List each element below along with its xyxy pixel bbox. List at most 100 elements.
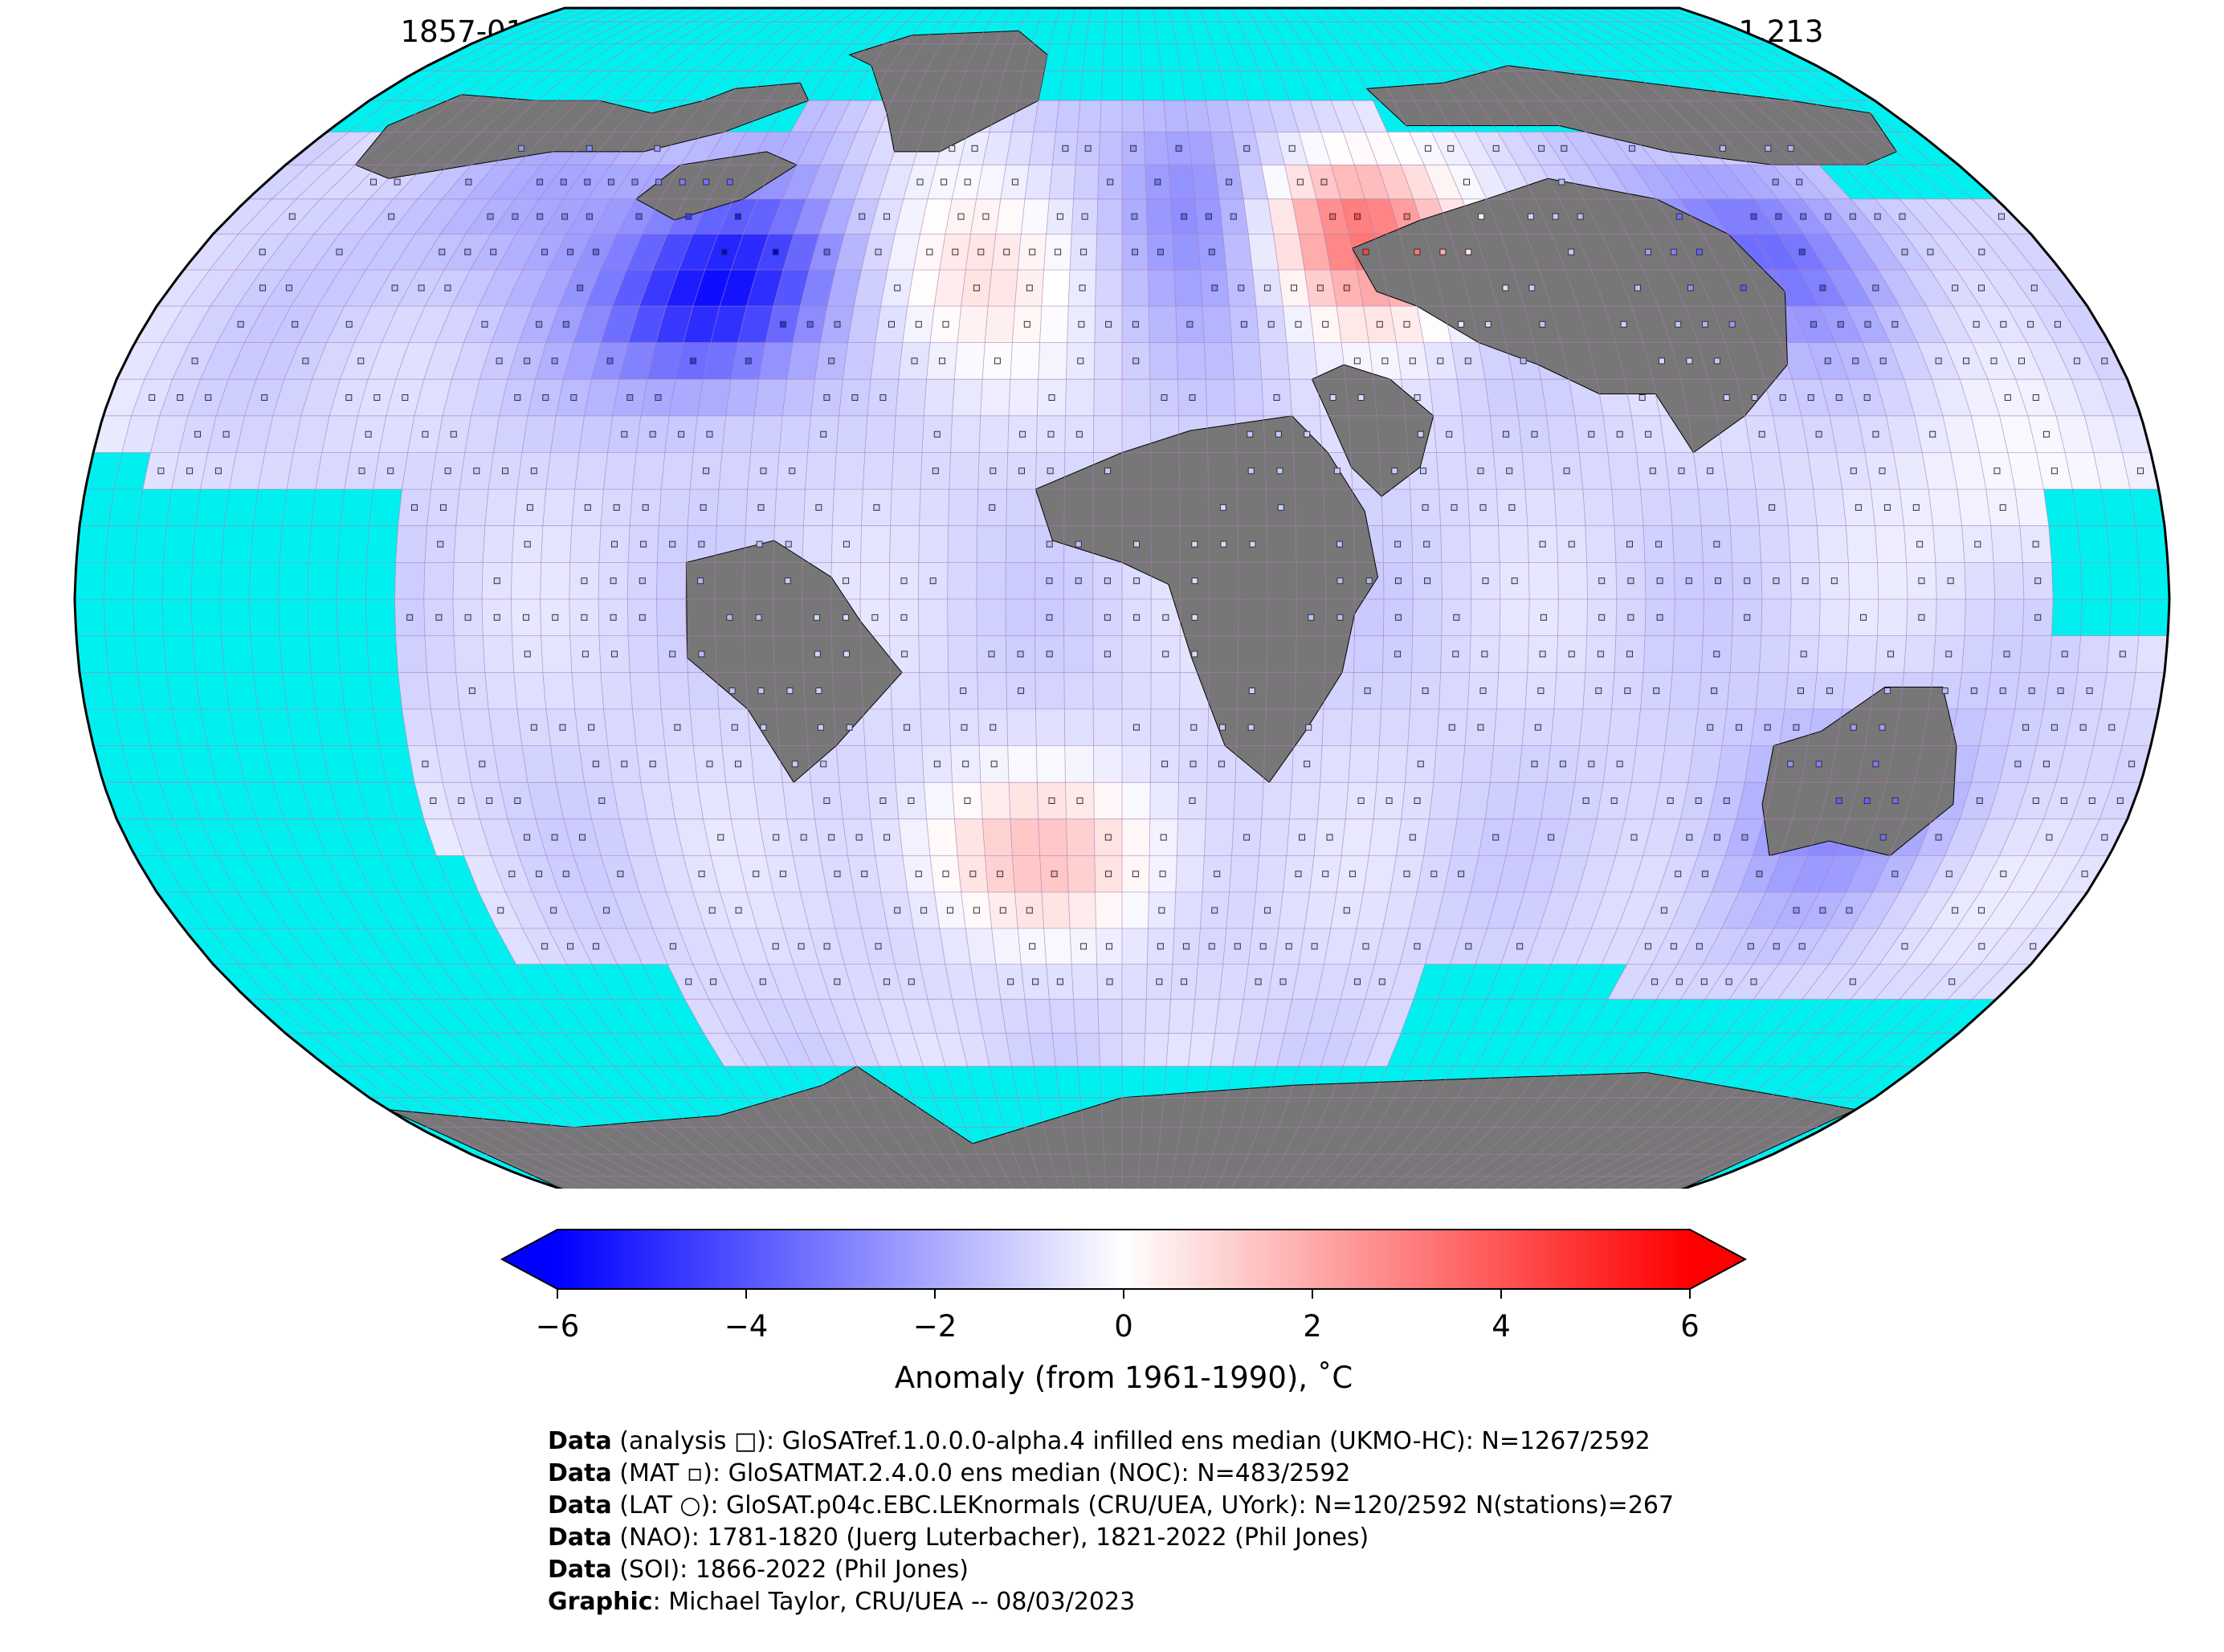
anomaly-cell xyxy=(1007,745,1038,783)
anomaly-cell xyxy=(920,964,953,1000)
observation-marker xyxy=(288,213,296,220)
anomaly-cell xyxy=(312,342,354,380)
observation-marker xyxy=(2116,797,2124,804)
anomaly-cell xyxy=(659,489,691,526)
anomaly-cell xyxy=(569,525,601,563)
anomaly-cell xyxy=(1703,599,1733,636)
observation-marker xyxy=(1365,577,1373,585)
observation-marker xyxy=(1750,213,1757,220)
credit-label: Data xyxy=(548,1524,612,1552)
observation-marker xyxy=(960,687,967,695)
observation-marker xyxy=(875,248,882,255)
observation-marker xyxy=(1391,467,1398,475)
observation-marker xyxy=(487,213,494,220)
anomaly-cell xyxy=(288,198,345,235)
observation-marker xyxy=(2046,834,2053,841)
observation-marker xyxy=(1700,978,1708,985)
anomaly-cell xyxy=(1611,489,1643,526)
anomaly-cell xyxy=(692,198,734,235)
observation-marker xyxy=(1205,213,1212,220)
observation-marker xyxy=(1793,724,1800,731)
observation-marker xyxy=(1046,614,1053,621)
anomaly-cell xyxy=(490,165,541,199)
observation-marker xyxy=(1723,394,1730,401)
anomaly-cell xyxy=(228,342,272,380)
observation-marker xyxy=(2101,834,2108,841)
observation-marker xyxy=(843,614,850,621)
anomaly-cell xyxy=(774,489,806,526)
anomaly-cell xyxy=(1122,999,1147,1034)
anomaly-cell xyxy=(1493,708,1525,746)
observation-marker xyxy=(1765,145,1772,152)
observation-marker xyxy=(1273,394,1280,401)
anomaly-cell xyxy=(1146,198,1173,235)
anomaly-cell xyxy=(317,270,366,307)
credit-label: Data xyxy=(548,1491,612,1519)
anomaly-cell xyxy=(926,818,958,856)
anomaly-cell xyxy=(889,525,920,563)
observation-marker xyxy=(1394,614,1402,621)
anomaly-cell xyxy=(1932,525,1965,563)
anomaly-cell xyxy=(1944,818,1988,856)
anomaly-cell xyxy=(864,745,896,783)
anomaly-cell xyxy=(1122,415,1151,453)
anomaly-cell xyxy=(300,379,341,416)
anomaly-cell xyxy=(2084,745,2123,783)
anomaly-cell xyxy=(720,270,757,307)
anomaly-cell xyxy=(982,132,1012,165)
observation-marker xyxy=(1479,504,1487,511)
anomaly-cell xyxy=(2112,415,2151,453)
anomaly-cell xyxy=(1191,999,1219,1034)
observation-marker xyxy=(2032,797,2039,804)
anomaly-cell xyxy=(1980,928,2035,965)
observation-marker xyxy=(577,284,584,292)
observation-marker xyxy=(703,467,710,475)
anomaly-cell xyxy=(1247,100,1277,133)
observation-marker xyxy=(292,320,299,328)
observation-marker xyxy=(669,651,676,658)
credit-line: Data (LAT ○): GloSAT.p04c.EBC.LEKnormals… xyxy=(548,1490,1674,1522)
observation-marker xyxy=(502,467,508,475)
anomaly-cell xyxy=(1900,306,1945,343)
no-data-land xyxy=(1761,687,1957,857)
anomaly-cell xyxy=(679,234,718,270)
observation-marker xyxy=(1686,834,1693,841)
observation-marker xyxy=(1993,467,2001,475)
observation-marker xyxy=(1860,614,1867,621)
observation-marker xyxy=(678,430,685,438)
observation-marker xyxy=(1912,504,1920,511)
anomaly-cell xyxy=(1803,234,1852,270)
anomaly-cell xyxy=(409,306,452,343)
anomaly-cell xyxy=(532,270,575,307)
observation-marker xyxy=(1219,724,1226,731)
observation-marker xyxy=(1376,320,1383,328)
anomaly-cell xyxy=(1730,635,1761,673)
observation-marker xyxy=(1214,871,1221,878)
credit-label: Data xyxy=(548,1427,612,1455)
anomaly-cell xyxy=(1703,928,1749,965)
observation-marker xyxy=(1329,394,1336,401)
observation-marker xyxy=(1211,284,1218,292)
anomaly-cell xyxy=(1093,745,1122,783)
anomaly-cell xyxy=(344,270,393,307)
anomaly-cell xyxy=(464,415,500,453)
observation-marker xyxy=(1465,943,1472,950)
anomaly-cell xyxy=(1316,964,1349,1000)
observation-marker xyxy=(1046,651,1053,658)
observation-marker xyxy=(586,145,593,152)
anomaly-cell xyxy=(1795,165,1851,199)
anomaly-cell xyxy=(423,342,464,380)
anomaly-cell xyxy=(600,234,643,270)
observation-marker xyxy=(1394,540,1402,548)
observation-marker xyxy=(1191,614,1198,621)
anomaly-cell xyxy=(855,999,890,1034)
observation-marker xyxy=(1728,320,1736,328)
observation-marker xyxy=(883,978,890,985)
observation-marker xyxy=(496,357,503,365)
anomaly-cell xyxy=(1440,525,1471,563)
anomaly-cell xyxy=(1387,132,1425,165)
anomaly-cell xyxy=(2122,708,2159,746)
observation-marker xyxy=(1075,577,1082,585)
anomaly-cell xyxy=(1122,100,1145,133)
observation-marker xyxy=(649,761,656,768)
